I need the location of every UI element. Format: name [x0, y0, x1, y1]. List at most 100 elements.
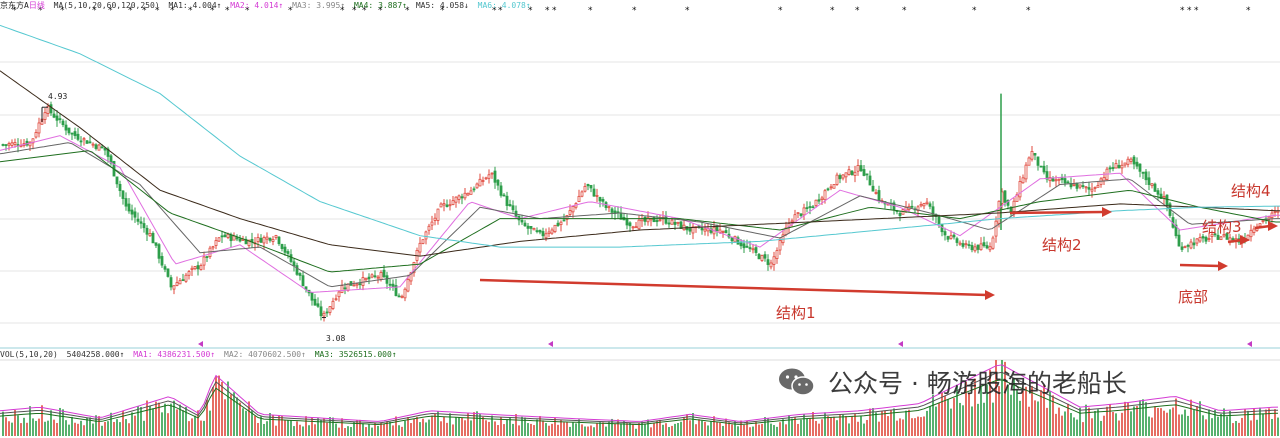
candle-body [175, 282, 179, 286]
candle-body [610, 208, 614, 213]
volume-bar [383, 423, 385, 436]
candle-body [1084, 186, 1088, 189]
volume-bar [1217, 416, 1219, 436]
candle-body [847, 169, 851, 175]
volume-bar [74, 422, 76, 436]
low-price-label: 3.08 [326, 334, 346, 343]
candle-body [715, 226, 719, 232]
candle-body [1051, 178, 1055, 182]
volume-bar [557, 424, 559, 436]
candle-body [1261, 219, 1265, 222]
candle-body [340, 285, 344, 293]
event-star-marker: * [170, 6, 175, 16]
arrow-structure-1-head [985, 290, 995, 300]
volume-bar [725, 418, 727, 436]
volume-bar [881, 411, 883, 436]
volume-bar [590, 425, 592, 436]
volume-bar [257, 422, 259, 436]
volume-bar [791, 418, 793, 436]
volume-bar [1256, 419, 1258, 436]
candle-body [562, 219, 566, 222]
volume-bar [401, 426, 403, 436]
candle-body [181, 279, 185, 282]
candle-body [1054, 179, 1058, 182]
volume-bar [830, 417, 832, 436]
candle-body [238, 238, 242, 242]
candle-body [268, 237, 272, 241]
volume-bar [1019, 400, 1021, 436]
candle-body [1138, 163, 1142, 172]
volume-bar [518, 425, 520, 436]
candle-body [1090, 188, 1094, 192]
candle-body [946, 236, 950, 240]
candle-body [1129, 158, 1133, 162]
candle-body [37, 122, 41, 134]
volume-bar [866, 419, 868, 436]
candle-body [541, 231, 545, 237]
volume-bar [134, 415, 136, 436]
volume-bar [1154, 406, 1156, 436]
volume-bar [236, 397, 238, 436]
candle-body [412, 262, 416, 274]
candle-body [394, 285, 398, 297]
volume-bar [1178, 414, 1180, 436]
event-star-marker: * [902, 6, 907, 16]
volume-bar [419, 422, 421, 436]
high-price-label: 4.93 [48, 92, 68, 101]
volume-bar [857, 421, 859, 436]
volume-bar [170, 403, 172, 436]
candle-body [1252, 228, 1256, 233]
volume-bar [17, 415, 19, 436]
volume-bar [1034, 400, 1036, 436]
volume-bar [1253, 408, 1255, 436]
volume-bar [833, 416, 835, 436]
volume-bar [1115, 413, 1117, 436]
candle-body [535, 230, 539, 233]
candle-body [274, 235, 278, 238]
candle-body [700, 227, 704, 231]
volume-bar [719, 422, 721, 436]
volume-bar [203, 420, 205, 436]
candle-body [835, 174, 839, 185]
volume-bar [1055, 413, 1057, 436]
volume-bar [818, 423, 820, 436]
candle-body [1216, 234, 1220, 240]
candle-body [571, 206, 575, 213]
volume-bar [455, 417, 457, 436]
event-star-marker: * [340, 6, 345, 16]
volume-bar [1037, 401, 1039, 436]
volume-bar [35, 420, 37, 436]
candle-body [523, 222, 527, 227]
volume-bar [155, 401, 157, 436]
volume-bar [731, 424, 733, 436]
volume-bar [53, 419, 55, 436]
volume-bar [956, 385, 958, 436]
volume-bar [1232, 423, 1234, 436]
volume-bar [989, 369, 991, 436]
candle-body [1027, 157, 1031, 166]
volume-bar [1067, 403, 1069, 436]
volume-bar [512, 423, 514, 436]
volume-bar [1142, 399, 1144, 436]
volume-bar [656, 420, 658, 436]
candle-body [310, 292, 314, 301]
candle-body [100, 146, 104, 149]
candle-body [1147, 177, 1151, 185]
candle-body [1159, 193, 1163, 199]
candle-body [1183, 246, 1187, 249]
volume-bar [425, 422, 427, 436]
volume-bar [1094, 410, 1096, 436]
volume-bar [668, 427, 670, 436]
volume-bar [1076, 419, 1078, 436]
candle-body [742, 243, 746, 249]
candle-body [277, 236, 281, 245]
arrow-bottom [1179, 263, 1221, 268]
volume-bar [65, 420, 67, 436]
volume-bar [674, 423, 676, 436]
candle-body [808, 206, 812, 208]
candle-body [556, 222, 560, 227]
volume-bar [476, 411, 478, 436]
candle-body [592, 188, 596, 197]
volume-bar [1190, 399, 1192, 436]
volume-ma-line-3 [0, 379, 1279, 426]
